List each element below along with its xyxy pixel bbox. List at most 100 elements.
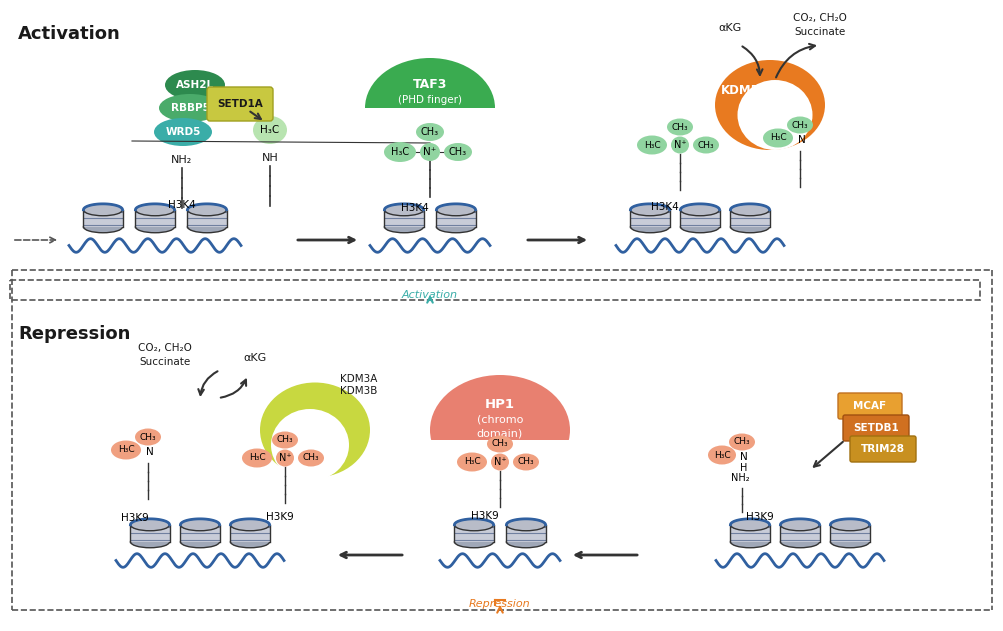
Ellipse shape	[276, 449, 294, 466]
Text: NH₂: NH₂	[730, 473, 748, 483]
Text: H3K9: H3K9	[745, 512, 773, 522]
Text: N: N	[739, 452, 747, 462]
Text: SETDB1: SETDB1	[853, 423, 898, 433]
Ellipse shape	[153, 118, 212, 146]
Bar	[630, 209, 669, 227]
Text: CH₃: CH₃	[448, 147, 466, 157]
Text: (chromo: (chromo	[476, 415, 523, 425]
Text: CH₃: CH₃	[420, 127, 438, 137]
Ellipse shape	[730, 536, 768, 548]
Ellipse shape	[135, 221, 175, 233]
Text: CH₃: CH₃	[302, 454, 319, 463]
Text: H3K4: H3K4	[401, 203, 428, 213]
Ellipse shape	[730, 204, 768, 216]
FancyBboxPatch shape	[843, 415, 908, 441]
Ellipse shape	[436, 221, 475, 233]
Ellipse shape	[164, 70, 225, 100]
Text: Activation: Activation	[18, 25, 120, 43]
Ellipse shape	[730, 221, 768, 233]
Ellipse shape	[779, 519, 818, 531]
Ellipse shape	[429, 375, 570, 485]
Bar	[730, 525, 768, 542]
Ellipse shape	[630, 204, 669, 216]
Ellipse shape	[714, 60, 824, 150]
Ellipse shape	[636, 136, 666, 155]
Text: SETD1A: SETD1A	[217, 99, 263, 109]
Text: HP1: HP1	[484, 399, 515, 411]
Text: N⁺: N⁺	[423, 147, 436, 157]
Ellipse shape	[253, 116, 287, 144]
Ellipse shape	[680, 221, 719, 233]
Ellipse shape	[384, 221, 423, 233]
Text: CH₃: CH₃	[139, 432, 156, 442]
Text: CH₃: CH₃	[671, 122, 688, 131]
Text: N: N	[146, 447, 153, 457]
Bar	[829, 525, 869, 542]
Text: H₃C: H₃C	[769, 134, 785, 143]
Bar	[384, 209, 423, 227]
FancyBboxPatch shape	[207, 87, 273, 121]
Ellipse shape	[188, 204, 227, 216]
Text: N⁺: N⁺	[279, 453, 291, 463]
Ellipse shape	[730, 519, 768, 531]
Text: N⁺: N⁺	[673, 140, 686, 150]
Ellipse shape	[670, 136, 688, 153]
Text: domain): domain)	[476, 428, 523, 438]
Bar	[231, 525, 269, 542]
Text: H₃C: H₃C	[249, 454, 265, 463]
Bar	[181, 525, 220, 542]
Ellipse shape	[680, 204, 719, 216]
Text: NH₂: NH₂	[172, 155, 193, 165]
Ellipse shape	[272, 432, 298, 449]
Text: NH: NH	[262, 153, 278, 163]
Ellipse shape	[456, 452, 486, 471]
Text: Activation: Activation	[401, 290, 457, 300]
Text: WRD5: WRD5	[165, 127, 201, 137]
Bar	[355, 118, 505, 188]
Ellipse shape	[490, 454, 509, 471]
Ellipse shape	[829, 536, 869, 548]
Ellipse shape	[130, 519, 170, 531]
Bar	[779, 525, 818, 542]
Ellipse shape	[231, 519, 269, 531]
Ellipse shape	[130, 536, 170, 548]
Text: CO₂, CH₂O: CO₂, CH₂O	[792, 13, 847, 23]
Bar	[730, 209, 768, 227]
Text: Repression: Repression	[468, 599, 531, 609]
Text: TRIM28: TRIM28	[861, 444, 904, 454]
Ellipse shape	[111, 440, 140, 459]
Ellipse shape	[486, 435, 513, 452]
Text: H₃C: H₃C	[463, 457, 479, 466]
Ellipse shape	[436, 204, 475, 216]
Ellipse shape	[135, 204, 175, 216]
Ellipse shape	[242, 449, 272, 468]
Ellipse shape	[762, 129, 792, 148]
Text: H3K9: H3K9	[266, 512, 294, 522]
Bar	[454, 525, 493, 542]
Ellipse shape	[707, 445, 735, 464]
Ellipse shape	[83, 204, 122, 216]
Text: H₃C: H₃C	[117, 445, 134, 454]
Bar	[135, 209, 175, 227]
FancyBboxPatch shape	[850, 436, 915, 462]
Ellipse shape	[506, 536, 545, 548]
Bar	[506, 525, 545, 542]
FancyBboxPatch shape	[838, 393, 901, 419]
Ellipse shape	[383, 142, 415, 162]
Text: Succinate: Succinate	[793, 27, 845, 37]
Text: ASH2L: ASH2L	[176, 80, 214, 90]
Text: H₃C: H₃C	[260, 125, 280, 135]
Text: KDM5C: KDM5C	[720, 83, 768, 97]
Ellipse shape	[454, 519, 493, 531]
Text: H: H	[739, 463, 747, 473]
Text: Succinate: Succinate	[139, 357, 191, 367]
Ellipse shape	[728, 433, 754, 451]
Ellipse shape	[365, 58, 494, 158]
Ellipse shape	[506, 519, 545, 531]
Ellipse shape	[829, 519, 869, 531]
Ellipse shape	[158, 94, 221, 122]
Ellipse shape	[298, 449, 324, 466]
Text: RBBP5: RBBP5	[171, 103, 210, 113]
Text: CH₃: CH₃	[277, 435, 293, 444]
Text: CH₃: CH₃	[491, 440, 508, 449]
